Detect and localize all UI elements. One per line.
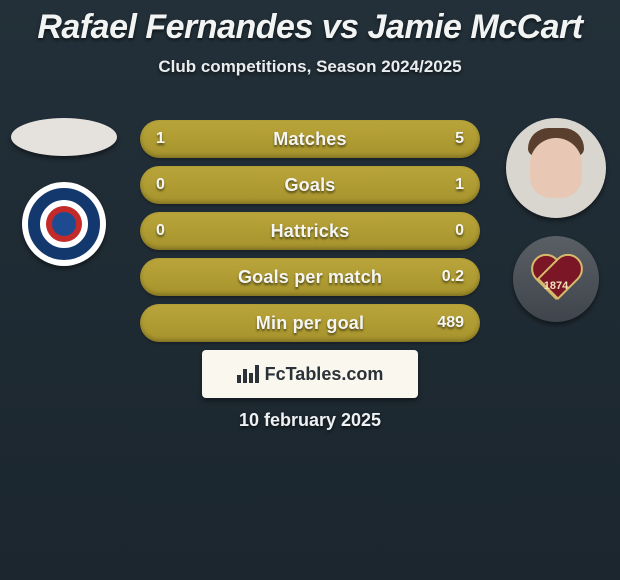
metric-p2-value: 5	[455, 130, 464, 148]
metric-row: 1 Matches 5	[140, 120, 480, 158]
card-root: Rafael Fernandes vs Jamie McCart Club co…	[0, 0, 620, 580]
metric-p2-value: 0	[455, 222, 464, 240]
club2-badge: 1874	[513, 236, 599, 322]
metric-label: Hattricks	[271, 221, 350, 242]
metric-p2-value: 1	[455, 176, 464, 194]
metric-label: Matches	[273, 129, 346, 150]
metric-row: 0 Goals 1	[140, 166, 480, 204]
metric-label: Min per goal	[256, 313, 364, 334]
metric-p2-value: 489	[437, 314, 464, 332]
page-subtitle: Club competitions, Season 2024/2025	[0, 57, 620, 77]
player1-avatar	[11, 118, 117, 156]
metric-p1-value: 1	[156, 130, 165, 148]
brand-label: FcTables.com	[265, 364, 384, 385]
metric-label: Goals per match	[238, 267, 382, 288]
left-column	[8, 118, 120, 266]
metric-p1-value: 0	[156, 222, 165, 240]
player2-avatar	[506, 118, 606, 218]
brand-badge: FcTables.com	[202, 350, 418, 398]
metric-row: Goals per match 0.2	[140, 258, 480, 296]
metric-row: Min per goal 489	[140, 304, 480, 342]
page-title: Rafael Fernandes vs Jamie McCart	[0, 0, 620, 47]
metric-p1-value: 0	[156, 176, 165, 194]
metric-bars: 1 Matches 5 0 Goals 1 0 Hattricks 0 Goal…	[140, 120, 480, 350]
metric-label: Goals	[284, 175, 335, 196]
bar-chart-icon	[237, 365, 259, 383]
right-column: 1874	[500, 118, 612, 322]
date-label: 10 february 2025	[0, 410, 620, 431]
club2-badge-year: 1874	[513, 280, 599, 292]
metric-row: 0 Hattricks 0	[140, 212, 480, 250]
metric-p2-value: 0.2	[442, 268, 464, 286]
club1-badge	[22, 182, 106, 266]
